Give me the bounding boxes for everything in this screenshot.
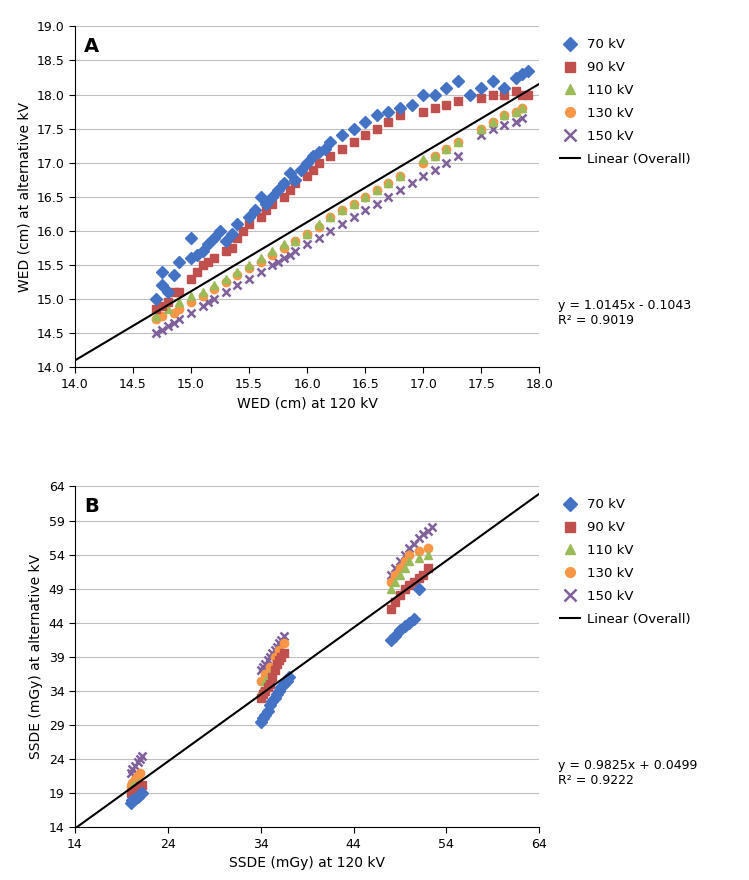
- Text: A: A: [84, 37, 100, 55]
- X-axis label: WED (cm) at 120 kV: WED (cm) at 120 kV: [237, 396, 377, 410]
- Y-axis label: WED (cm) at alternative kV: WED (cm) at alternative kV: [17, 102, 31, 292]
- Text: y = 0.9825x + 0.0499
R² = 0.9222: y = 0.9825x + 0.0499 R² = 0.9222: [558, 759, 697, 787]
- Legend: 70 kV, 90 kV, 110 kV, 130 kV, 150 kV, Linear (Overall): 70 kV, 90 kV, 110 kV, 130 kV, 150 kV, Li…: [555, 493, 696, 631]
- Y-axis label: SSDE (mGy) at alternative kV: SSDE (mGy) at alternative kV: [29, 554, 43, 759]
- Text: B: B: [84, 496, 99, 516]
- X-axis label: SSDE (mGy) at 120 kV: SSDE (mGy) at 120 kV: [229, 856, 385, 870]
- Text: y = 1.0145x - 0.1043
R² = 0.9019: y = 1.0145x - 0.1043 R² = 0.9019: [558, 299, 691, 327]
- Legend: 70 kV, 90 kV, 110 kV, 130 kV, 150 kV, Linear (Overall): 70 kV, 90 kV, 110 kV, 130 kV, 150 kV, Li…: [555, 33, 696, 171]
